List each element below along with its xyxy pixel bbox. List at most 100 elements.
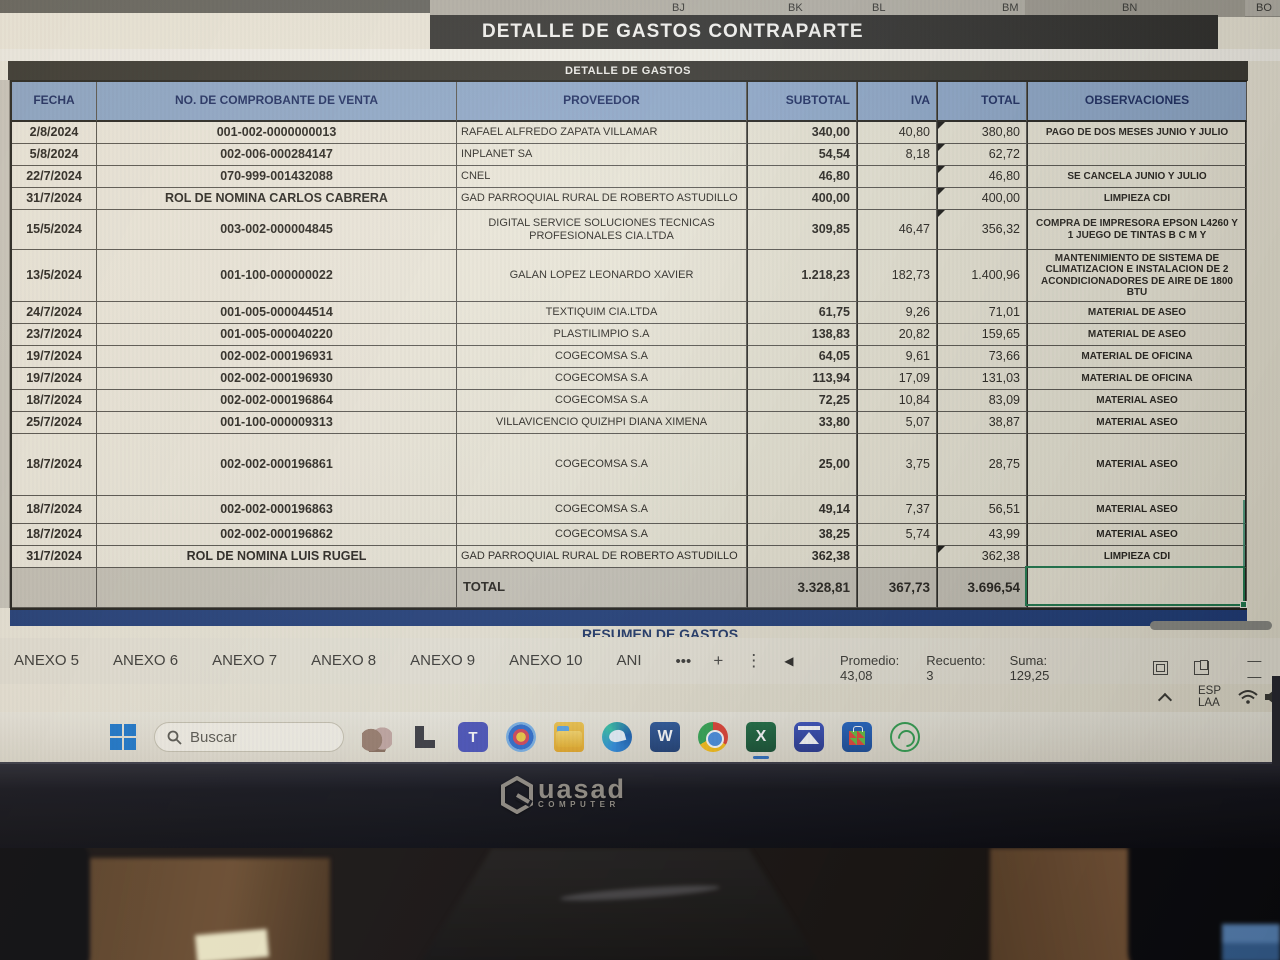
column-header[interactable]: OBSERVACIONES: [1027, 82, 1247, 122]
cell-total[interactable]: 28,75: [937, 434, 1027, 496]
cell-fecha[interactable]: 18/7/2024: [12, 434, 97, 496]
column-letter[interactable]: BO: [1256, 2, 1272, 14]
cell-total[interactable]: 400,00: [937, 188, 1027, 210]
cell-proveedor[interactable]: RAFAEL ALFREDO ZAPATA VILLAMAR: [457, 122, 747, 144]
cell-iva[interactable]: 46,47: [857, 210, 937, 250]
cell-comprobante[interactable]: 001-005-000040220: [97, 324, 457, 346]
cell-observaciones[interactable]: PAGO DE DOS MESES JUNIO Y JULIO: [1027, 122, 1247, 144]
cell-total[interactable]: 38,87: [937, 412, 1027, 434]
column-header[interactable]: IVA: [857, 82, 937, 122]
column-header[interactable]: PROVEEDOR: [457, 82, 747, 122]
cell-fecha[interactable]: 18/7/2024: [12, 390, 97, 412]
cell-iva[interactable]: [857, 166, 937, 188]
chrome-icon[interactable]: [698, 722, 728, 752]
cell-fecha[interactable]: 13/5/2024: [12, 250, 97, 302]
tab-overflow-ellipsis[interactable]: •••: [675, 652, 692, 670]
elephants-icon[interactable]: [362, 722, 392, 752]
cell-observaciones[interactable]: MATERIAL DE ASEO: [1027, 302, 1247, 324]
microsoft-store-icon[interactable]: [842, 722, 872, 752]
cell-comprobante[interactable]: 002-002-000196863: [97, 496, 457, 524]
cell-observaciones[interactable]: MATERIAL ASEO: [1027, 524, 1247, 546]
cell-comprobante[interactable]: ROL DE NOMINA CARLOS CABRERA: [97, 188, 457, 210]
wifi-icon[interactable]: [1238, 688, 1258, 706]
cell-comprobante[interactable]: 002-002-000196864: [97, 390, 457, 412]
cell-total[interactable]: 73,66: [937, 346, 1027, 368]
cell-iva[interactable]: 3,75: [857, 434, 937, 496]
cell-subtotal[interactable]: 33,80: [747, 412, 857, 434]
page-break-view-icon[interactable]: [1194, 660, 1210, 675]
cell-observaciones[interactable]: [1027, 144, 1247, 166]
cell-comprobante[interactable]: 001-100-000000022: [97, 250, 457, 302]
column-letter[interactable]: BN: [1122, 2, 1138, 14]
word-icon[interactable]: W: [650, 722, 680, 752]
cell-observaciones[interactable]: LIMPIEZA CDI: [1027, 188, 1247, 210]
cell-proveedor[interactable]: CNEL: [457, 166, 747, 188]
excel-icon[interactable]: X: [746, 722, 776, 759]
file-explorer-icon[interactable]: [554, 722, 584, 752]
cell-fecha[interactable]: 31/7/2024: [12, 546, 97, 568]
cell-comprobante[interactable]: [97, 568, 457, 608]
browser-circle-icon[interactable]: [506, 722, 536, 752]
whatsapp-icon[interactable]: [890, 722, 920, 752]
sheet-tab-anexo-6[interactable]: ANEXO 6: [113, 652, 179, 669]
cell-subtotal[interactable]: 64,05: [747, 346, 857, 368]
column-letter[interactable]: BL: [872, 2, 886, 14]
cell-fecha[interactable]: 22/7/2024: [12, 166, 97, 188]
sheet-tab-anexo-9[interactable]: ANEXO 9: [410, 652, 476, 669]
cell-total[interactable]: 131,03: [937, 368, 1027, 390]
cell-iva[interactable]: 8,18: [857, 144, 937, 166]
cell-subtotal[interactable]: 38,25: [747, 524, 857, 546]
cell-comprobante[interactable]: 003-002-000004845: [97, 210, 457, 250]
cell-iva[interactable]: 5,07: [857, 412, 937, 434]
cell-iva[interactable]: 17,09: [857, 368, 937, 390]
cell-fecha[interactable]: [12, 568, 97, 608]
cell-proveedor[interactable]: COGECOMSA S.A: [457, 524, 747, 546]
selected-observaciones-cell[interactable]: [1027, 568, 1247, 608]
cell-iva[interactable]: 40,80: [857, 122, 937, 144]
cell-observaciones[interactable]: MATERIAL DE OFICINA: [1027, 368, 1247, 390]
cell-comprobante[interactable]: 002-002-000196931: [97, 346, 457, 368]
photo-viewer-icon[interactable]: [794, 722, 824, 752]
cell-proveedor[interactable]: COGECOMSA S.A: [457, 496, 747, 524]
cell-comprobante[interactable]: 002-002-000196930: [97, 368, 457, 390]
language-indicator[interactable]: ESP LAA: [1198, 685, 1221, 709]
column-letter[interactable]: BJ: [672, 2, 685, 14]
cell-proveedor[interactable]: DIGITAL SERVICE SOLUCIONES TECNICAS PROF…: [457, 210, 747, 250]
cell-proveedor[interactable]: GAD PARROQUIAL RURAL DE ROBERTO ASTUDILL…: [457, 546, 747, 568]
cell-fecha[interactable]: 15/5/2024: [12, 210, 97, 250]
cell-iva[interactable]: 20,82: [857, 324, 937, 346]
cell-observaciones[interactable]: LIMPIEZA CDI: [1027, 546, 1247, 568]
cell-subtotal[interactable]: 1.218,23: [747, 250, 857, 302]
cell-observaciones[interactable]: MATERIAL ASEO: [1027, 390, 1247, 412]
sheet-tab-anexo-5[interactable]: ANEXO 5: [14, 652, 80, 669]
cell-proveedor[interactable]: COGECOMSA S.A: [457, 434, 747, 496]
horizontal-scrollbar[interactable]: [1150, 621, 1272, 630]
cell-total[interactable]: 46,80: [937, 166, 1027, 188]
sheet-tab-anexo-8[interactable]: ANEXO 8: [311, 652, 377, 669]
cell-fecha[interactable]: 23/7/2024: [12, 324, 97, 346]
cell-proveedor[interactable]: PLASTILIMPIO S.A: [457, 324, 747, 346]
cell-proveedor[interactable]: GALAN LOPEZ LEONARDO XAVIER: [457, 250, 747, 302]
cell-total[interactable]: 1.400,96: [937, 250, 1027, 302]
cell-observaciones[interactable]: MATERIAL ASEO: [1027, 496, 1247, 524]
cell-proveedor[interactable]: COGECOMSA S.A: [457, 346, 747, 368]
cell-iva[interactable]: 10,84: [857, 390, 937, 412]
column-letter[interactable]: BK: [788, 2, 803, 14]
cell-observaciones[interactable]: MANTENIMIENTO DE SISTEMA DE CLIMATIZACIO…: [1027, 250, 1247, 302]
cell-proveedor[interactable]: COGECOMSA S.A: [457, 368, 747, 390]
column-letter[interactable]: BM: [1002, 2, 1019, 14]
column-header[interactable]: FECHA: [12, 82, 97, 122]
cell-fecha[interactable]: 31/7/2024: [12, 188, 97, 210]
cell-fecha[interactable]: 24/7/2024: [12, 302, 97, 324]
black-corner-app-icon[interactable]: [410, 722, 440, 752]
cell-observaciones[interactable]: MATERIAL DE OFICINA: [1027, 346, 1247, 368]
cell-proveedor[interactable]: COGECOMSA S.A: [457, 390, 747, 412]
cell-total[interactable]: 56,51: [937, 496, 1027, 524]
teams-icon[interactable]: T: [458, 722, 488, 752]
cell-total[interactable]: 356,32: [937, 210, 1027, 250]
cell-observaciones[interactable]: COMPRA DE IMPRESORA EPSON L4260 Y 1 JUEG…: [1027, 210, 1247, 250]
start-button-icon[interactable]: [110, 724, 136, 750]
cell-total[interactable]: 380,80: [937, 122, 1027, 144]
cell-subtotal[interactable]: 400,00: [747, 188, 857, 210]
cell-iva[interactable]: [857, 188, 937, 210]
